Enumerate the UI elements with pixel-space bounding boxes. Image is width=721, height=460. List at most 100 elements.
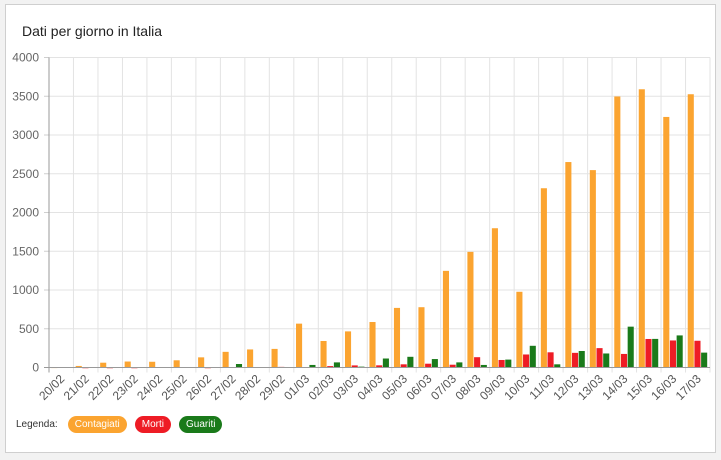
bar-morti[interactable]	[376, 365, 383, 368]
bar-morti[interactable]	[620, 353, 628, 368]
bar-morti[interactable]	[694, 340, 701, 368]
x-tick-label: 17/03	[673, 371, 704, 402]
x-tick-label: 10/03	[501, 371, 532, 402]
bar-morti[interactable]	[596, 348, 603, 368]
bar-guariti[interactable]	[431, 359, 438, 368]
x-tick-label: 02/03	[306, 371, 337, 402]
y-tick-label: 1000	[12, 283, 39, 297]
bar-guariti[interactable]	[407, 356, 414, 368]
x-tick-label: 15/03	[624, 371, 655, 402]
bar-morti[interactable]	[523, 354, 530, 368]
legend-item-guariti[interactable]: Guariti	[178, 416, 223, 433]
bar-contagiati[interactable]	[442, 270, 449, 368]
bar-guariti[interactable]	[382, 358, 389, 368]
bar-guariti[interactable]	[603, 353, 610, 368]
bar-contagiati[interactable]	[540, 188, 547, 368]
bar-contagiati[interactable]	[418, 307, 425, 368]
bar-group-25-02	[173, 360, 187, 368]
y-tick-label: 4000	[12, 51, 39, 65]
bar-morti[interactable]	[547, 352, 554, 368]
bar-guariti[interactable]	[505, 359, 512, 368]
bar-morti[interactable]	[498, 359, 505, 368]
bar-group-04-03	[369, 322, 389, 368]
bar-morti[interactable]	[351, 365, 358, 368]
bar-morti[interactable]	[474, 357, 481, 368]
bar-contagiati[interactable]	[320, 340, 327, 368]
bar-contagiati[interactable]	[173, 360, 180, 368]
bar-guariti[interactable]	[627, 326, 634, 368]
bar-contagiati[interactable]	[491, 228, 498, 368]
x-tick-label: 29/02	[257, 371, 288, 402]
bar-contagiati[interactable]	[467, 251, 474, 368]
bar-guariti[interactable]	[235, 364, 243, 368]
x-tick-label: 05/03	[379, 371, 410, 402]
bar-contagiati[interactable]	[663, 116, 670, 368]
bar-guariti[interactable]	[529, 345, 536, 368]
legend-item-morti[interactable]: Morti	[134, 416, 171, 433]
bar-group-13-03	[589, 170, 610, 368]
bar-contagiati[interactable]	[149, 361, 156, 368]
y-tick-label: 2500	[12, 167, 39, 181]
bar-guariti[interactable]	[333, 362, 340, 368]
bar-group-12-03	[565, 162, 585, 368]
x-tick-label: 20/02	[36, 371, 67, 402]
bar-guariti[interactable]	[578, 350, 585, 368]
bar-group-08-03	[467, 251, 487, 368]
x-tick-label: 11/03	[526, 371, 557, 402]
bar-contagiati[interactable]	[247, 349, 254, 368]
x-tick-label: 23/02	[110, 371, 141, 402]
bar-morti[interactable]	[645, 338, 652, 368]
bar-morti[interactable]	[425, 363, 432, 368]
bar-contagiati[interactable]	[393, 307, 401, 368]
bar-contagiati[interactable]	[124, 361, 131, 368]
y-tick-label: 0	[32, 361, 39, 375]
x-tick-label: 21/02	[61, 371, 92, 402]
bar-contagiati[interactable]	[344, 331, 352, 368]
bar-contagiati[interactable]	[271, 348, 278, 368]
bar-contagiati[interactable]	[565, 162, 572, 368]
bar-contagiati[interactable]	[100, 362, 107, 368]
bar-group-03-03	[344, 331, 365, 368]
x-tick-label: 26/02	[183, 371, 214, 402]
bar-group-27-02	[222, 351, 243, 368]
bar-morti[interactable]	[327, 366, 334, 368]
bar-contagiati[interactable]	[589, 170, 596, 368]
bar-group-11-03	[540, 188, 561, 368]
bar-group-28-02	[247, 349, 260, 368]
bar-contagiati[interactable]	[75, 365, 82, 368]
bar-group-01-03	[296, 323, 316, 368]
x-tick-label: 13/03	[575, 371, 606, 402]
bar-morti[interactable]	[449, 364, 456, 368]
bar-contagiati[interactable]	[638, 89, 645, 368]
bar-morti[interactable]	[400, 364, 407, 368]
bar-morti[interactable]	[669, 340, 677, 368]
bar-guariti[interactable]	[456, 362, 463, 368]
x-tick-label: 27/02	[208, 371, 239, 402]
bar-group-07-03	[442, 270, 463, 368]
x-tick-label: 06/03	[403, 371, 434, 402]
x-tick-label: 04/03	[354, 371, 385, 402]
bar-group-29-02	[271, 348, 292, 368]
bar-contagiati[interactable]	[296, 323, 303, 368]
bar-guariti[interactable]	[309, 364, 316, 368]
bar-group-26-02	[198, 357, 211, 369]
x-tick-label: 07/03	[428, 371, 459, 402]
bar-contagiati[interactable]	[222, 351, 229, 368]
x-tick-label: 03/03	[330, 371, 361, 402]
bar-contagiati[interactable]	[687, 94, 694, 368]
y-tick-label: 500	[19, 322, 39, 336]
bar-group-16-03	[663, 116, 683, 368]
bar-contagiati[interactable]	[516, 291, 523, 368]
bar-contagiati[interactable]	[614, 96, 621, 368]
bar-contagiati[interactable]	[369, 322, 376, 368]
bar-group-06-03	[418, 307, 438, 368]
bar-guariti[interactable]	[701, 352, 708, 368]
bar-morti[interactable]	[572, 352, 579, 368]
bar-guariti[interactable]	[480, 364, 487, 368]
bar-guariti[interactable]	[652, 338, 659, 368]
bar-contagiati[interactable]	[198, 357, 205, 368]
bar-guariti[interactable]	[554, 364, 561, 368]
bar-guariti[interactable]	[676, 335, 683, 368]
legend-item-contagiati[interactable]: Contagiati	[67, 416, 127, 433]
legend-label: Legenda:	[16, 419, 58, 430]
